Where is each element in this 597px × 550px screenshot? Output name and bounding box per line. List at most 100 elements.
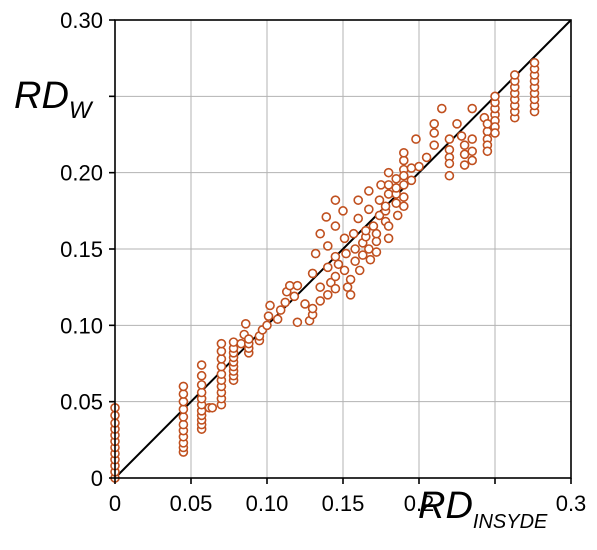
data-point — [178, 396, 189, 407]
data-point — [383, 233, 394, 244]
data-point — [228, 337, 239, 347]
data-point — [380, 201, 391, 212]
data-point — [444, 134, 455, 144]
data-point — [307, 268, 318, 279]
data-point — [398, 180, 409, 190]
y-tick-label: 0.15 — [60, 237, 103, 262]
y-tick-label: 0.30 — [60, 8, 103, 33]
data-point — [353, 195, 364, 205]
y-axis-title-sub: W — [69, 97, 94, 124]
data-point — [263, 311, 274, 321]
data-point — [467, 146, 478, 157]
data-point — [243, 334, 254, 344]
data-point — [398, 170, 409, 181]
data-point — [392, 210, 403, 221]
data-point — [350, 244, 360, 254]
data-point — [307, 303, 318, 314]
y-tick-label: 0.10 — [60, 313, 103, 338]
data-point — [391, 198, 402, 208]
data-point — [330, 251, 341, 262]
data-point — [490, 91, 500, 102]
data-point — [482, 126, 493, 137]
data-point — [364, 244, 374, 254]
data-point — [429, 119, 440, 129]
data-point — [289, 291, 300, 302]
data-point — [391, 183, 402, 193]
data-points — [110, 57, 540, 483]
data-point — [330, 283, 341, 294]
x-tick-label: 0.10 — [246, 491, 289, 516]
data-point — [383, 221, 394, 231]
data-point — [216, 346, 227, 357]
data-point — [398, 201, 409, 212]
x-tick-label: 0.05 — [170, 491, 213, 516]
data-point — [330, 221, 341, 231]
x-axis-title-main: RD — [418, 485, 473, 527]
data-point — [456, 131, 467, 141]
data-point — [482, 119, 493, 129]
x-tick-label: 0.3 — [556, 491, 587, 516]
x-axis-title: RDINSYDE — [418, 485, 548, 533]
data-point — [368, 221, 379, 231]
data-point — [322, 289, 333, 300]
data-point — [436, 103, 447, 114]
data-point — [339, 233, 350, 244]
data-point — [406, 175, 417, 186]
data-point — [322, 241, 333, 251]
data-point — [178, 381, 189, 392]
data-point — [310, 248, 321, 259]
data-point — [321, 212, 332, 222]
data-point — [459, 160, 470, 170]
data-point — [292, 280, 303, 291]
data-point — [240, 319, 251, 329]
data-point — [333, 259, 344, 270]
data-point — [467, 103, 478, 114]
data-point — [360, 225, 371, 236]
y-axis-title-main: RD — [14, 75, 69, 117]
data-point — [330, 195, 341, 205]
data-point — [529, 57, 540, 68]
data-point — [374, 210, 385, 221]
data-point — [315, 228, 326, 239]
data-point — [371, 247, 382, 257]
data-point — [371, 236, 382, 247]
data-point — [371, 228, 382, 239]
data-point — [341, 248, 351, 259]
data-point — [216, 338, 227, 349]
data-point — [178, 419, 189, 430]
data-point — [216, 354, 227, 364]
data-point — [196, 370, 207, 381]
data-point — [292, 317, 303, 328]
data-point — [398, 192, 409, 202]
data-point — [364, 204, 374, 215]
data-point — [509, 70, 520, 80]
data-point — [330, 271, 341, 282]
data-point — [216, 361, 227, 372]
data-point — [490, 128, 500, 138]
data-point — [348, 228, 359, 239]
data-point — [178, 404, 189, 415]
data-point — [444, 170, 455, 181]
data-point — [354, 265, 365, 276]
data-point — [467, 134, 478, 144]
data-point — [322, 262, 333, 273]
data-point — [353, 213, 364, 224]
data-point — [265, 300, 275, 311]
y-tick-labels: 0 0.05 0.10 0.15 0.20 0.30 — [60, 8, 103, 491]
data-point — [459, 149, 470, 160]
x-tick-label: 0 — [109, 491, 121, 516]
data-point — [411, 134, 421, 144]
data-point — [196, 387, 207, 398]
y-tick-label: 0.05 — [60, 390, 103, 415]
tick-marks — [109, 19, 572, 484]
data-point — [339, 265, 350, 276]
data-point — [429, 140, 440, 150]
data-point — [315, 282, 326, 292]
data-point — [345, 289, 356, 300]
data-point — [364, 186, 374, 196]
data-point — [207, 402, 218, 413]
data-point — [452, 119, 462, 129]
data-point — [444, 144, 455, 155]
data-point — [391, 173, 402, 184]
